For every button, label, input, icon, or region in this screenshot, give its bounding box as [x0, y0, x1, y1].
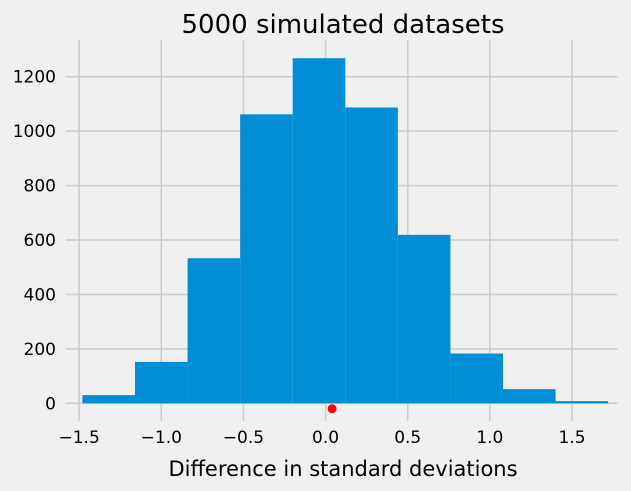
x-tick-label: 1.0 [476, 428, 503, 448]
x-tick-label: −1.5 [59, 428, 100, 448]
x-tick-label: −0.5 [223, 428, 264, 448]
y-tick-label: 1000 [13, 122, 56, 142]
chart-title: 5000 simulated datasets [182, 10, 505, 40]
observed-point [327, 404, 337, 414]
y-tick-label: 0 [45, 394, 56, 414]
histogram-bar [82, 395, 135, 404]
y-tick-label: 200 [24, 340, 56, 360]
y-tick-label: 800 [24, 177, 56, 197]
y-tick-label: 1200 [13, 68, 56, 88]
histogram-bar [397, 234, 451, 404]
histogram-bars [82, 58, 609, 404]
x-tick-labels: −1.5 −1.0 −0.5 0.0 0.5 1.0 1.5 [59, 428, 586, 448]
histogram-bar [450, 353, 503, 404]
histogram-bar [555, 401, 609, 404]
y-tick-label: 600 [24, 231, 56, 251]
histogram-bar [187, 258, 241, 404]
x-tick-label: 0.5 [394, 428, 421, 448]
histogram-bar [503, 389, 556, 404]
x-tick-label: 1.5 [558, 428, 585, 448]
x-tick-label: −1.0 [141, 428, 182, 448]
histogram-bar [240, 114, 293, 404]
y-tick-label: 400 [24, 285, 56, 305]
y-tick-labels: 0 200 400 600 800 1000 1200 [13, 68, 56, 415]
histogram-bar [345, 107, 398, 404]
histogram-bar [135, 361, 188, 404]
observed-point-layer [327, 404, 337, 414]
x-tick-label: 0.0 [312, 428, 339, 448]
histogram-bar [292, 58, 346, 404]
x-axis-label: Difference in standard deviations [168, 457, 517, 481]
